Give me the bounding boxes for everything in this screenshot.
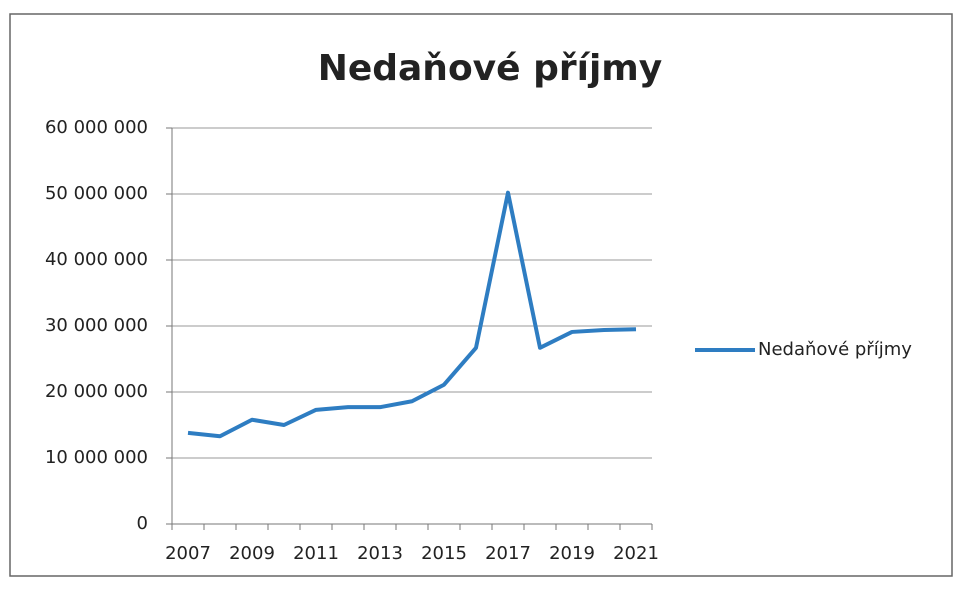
y-tick-label: 50 000 000 xyxy=(45,183,148,204)
legend-label: Nedaňové příjmy xyxy=(758,339,912,360)
y-tick-label: 60 000 000 xyxy=(45,117,148,138)
y-tick-label: 40 000 000 xyxy=(45,249,148,270)
chart-title: Nedaňové příjmy xyxy=(318,48,663,89)
x-tick-label: 2019 xyxy=(549,543,595,564)
y-tick-label: 0 xyxy=(137,513,148,534)
y-tick-label: 30 000 000 xyxy=(45,315,148,336)
line-series xyxy=(187,190,637,439)
x-tick-label: 2007 xyxy=(165,543,211,564)
chart-frame xyxy=(9,13,953,577)
y-tick-label: 20 000 000 xyxy=(45,381,148,402)
x-tick-label: 2017 xyxy=(485,543,531,564)
x-tick-label: 2013 xyxy=(357,543,403,564)
x-tick-label: 2015 xyxy=(421,543,467,564)
x-tick-label: 2009 xyxy=(229,543,275,564)
y-tick-label: 10 000 000 xyxy=(45,447,148,468)
x-tick-label: 2011 xyxy=(293,543,339,564)
x-tick-label: 2021 xyxy=(613,543,659,564)
